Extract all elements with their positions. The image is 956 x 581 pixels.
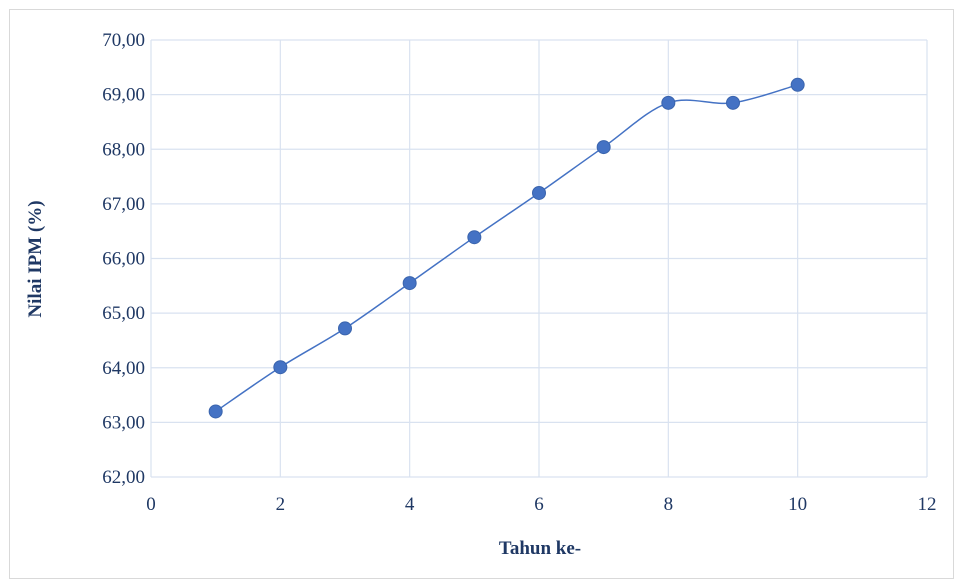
x-axis-title: Tahun ke-: [499, 538, 581, 559]
x-tick-label: 0: [146, 494, 156, 515]
data-point: [532, 185, 546, 200]
x-tick-label: 4: [405, 494, 415, 515]
x-tick-label: 10: [788, 494, 807, 515]
data-points: [208, 77, 805, 419]
y-tick-label: 65,00: [102, 303, 145, 324]
grid: [150, 39, 928, 478]
x-tick-label: 2: [276, 494, 286, 515]
series-line: [215, 84, 798, 413]
data-point: [726, 95, 740, 110]
y-tick-label: 66,00: [102, 249, 145, 270]
data-point: [273, 360, 288, 375]
y-axis-ticks: 62,00 63,00 64,00 65,00 66,00 67,00 68,00 69,00…: [102, 30, 145, 488]
y-tick-label: 68,00: [102, 139, 145, 160]
chart-frame: [9, 9, 954, 579]
x-tick-label: 12: [918, 494, 937, 515]
data-point: [596, 140, 611, 155]
y-tick-label: 62,00: [102, 467, 145, 488]
x-tick-label: 8: [664, 494, 674, 515]
data-point: [661, 95, 676, 110]
data-point: [402, 276, 417, 291]
x-tick-label: 6: [534, 494, 544, 515]
y-tick-label: 67,00: [102, 194, 145, 215]
y-tick-label: 63,00: [102, 412, 145, 433]
data-point: [790, 77, 805, 92]
data-point: [208, 404, 223, 419]
y-tick-label: 70,00: [102, 30, 145, 51]
data-point: [338, 321, 352, 336]
x-axis-ticks: 0 2 4 6 8 10 12: [146, 494, 936, 515]
data-point: [467, 230, 482, 245]
y-tick-label: 69,00: [102, 85, 145, 106]
y-tick-label: 64,00: [102, 358, 145, 379]
y-axis-title: Nilai IPM (%): [25, 200, 46, 317]
